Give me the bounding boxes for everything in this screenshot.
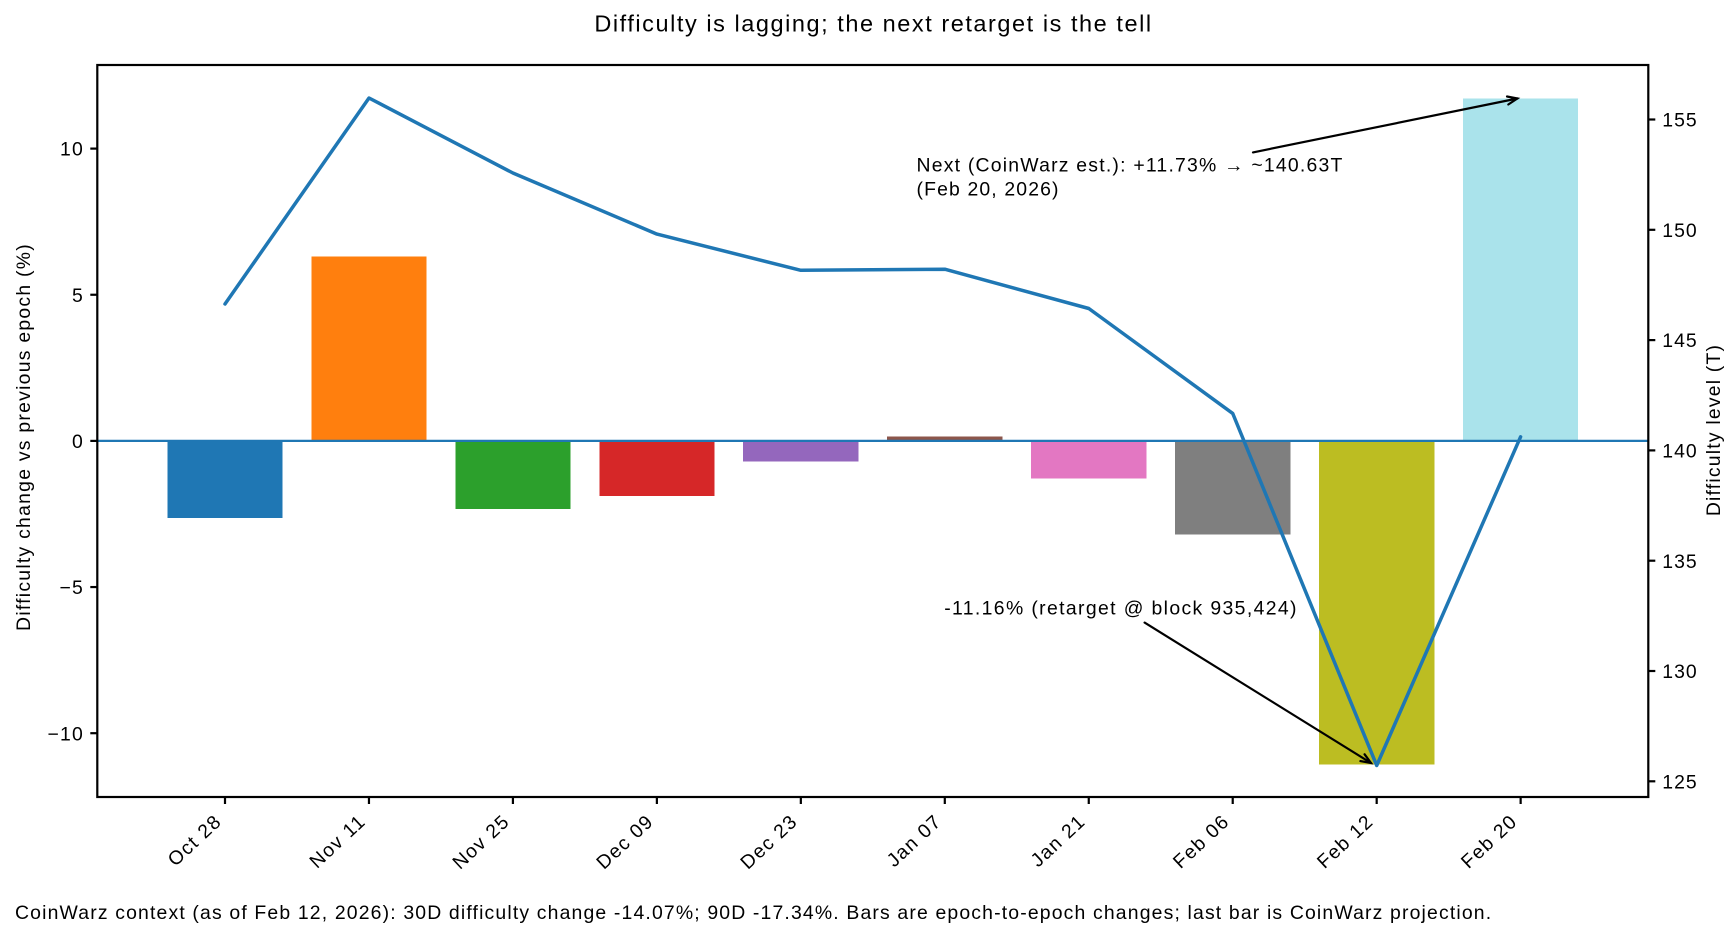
svg-text:10: 10 [60, 139, 84, 161]
svg-text:135: 135 [1662, 551, 1697, 573]
svg-text:130: 130 [1662, 661, 1697, 683]
svg-text:Difficulty is lagging; the nex: Difficulty is lagging; the next retarget… [594, 11, 1152, 37]
svg-text:125: 125 [1662, 771, 1697, 793]
svg-text:155: 155 [1662, 110, 1697, 132]
svg-text:150: 150 [1662, 220, 1697, 242]
svg-text:145: 145 [1662, 330, 1697, 352]
svg-text:Difficulty level (T): Difficulty level (T) [1703, 344, 1725, 516]
svg-text:5: 5 [72, 285, 84, 307]
svg-text:CoinWarz context (as of Feb 12: CoinWarz context (as of Feb 12, 2026): 3… [15, 902, 1492, 924]
svg-text:Difficulty change vs previous: Difficulty change vs previous epoch (%) [13, 243, 35, 631]
svg-text:-11.16% (retarget @ block 935,: -11.16% (retarget @ block 935,424) [944, 598, 1298, 620]
svg-text:(Feb 20, 2026): (Feb 20, 2026) [917, 179, 1060, 201]
svg-text:−5: −5 [59, 577, 84, 599]
svg-text:140: 140 [1662, 441, 1697, 463]
svg-text:Next (CoinWarz est.): +11.73%: Next (CoinWarz est.): +11.73% → ~140.63T [917, 155, 1344, 177]
svg-text:−10: −10 [48, 723, 85, 745]
svg-text:0: 0 [72, 431, 84, 453]
